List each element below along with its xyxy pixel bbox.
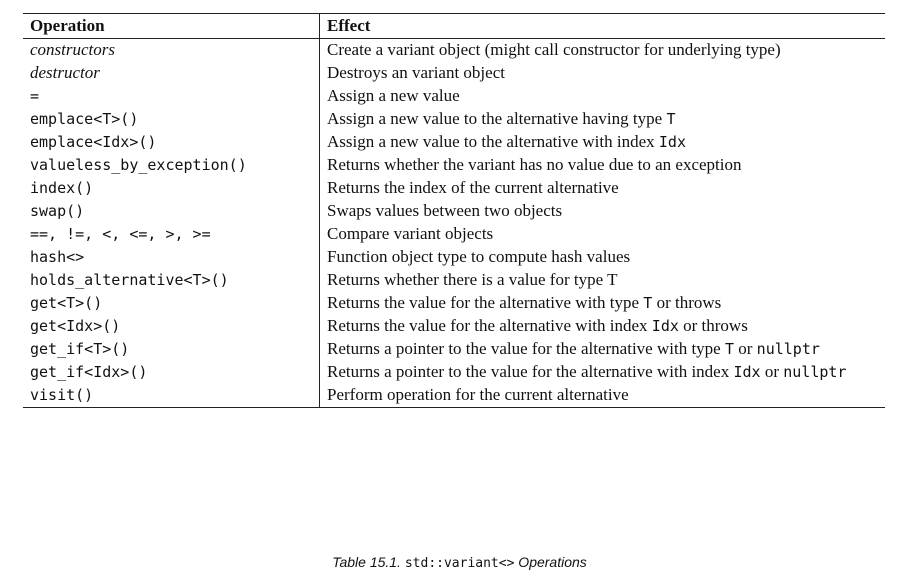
effect-code: Idx (651, 317, 679, 335)
table-header-row: Operation Effect (23, 13, 885, 39)
effect-text: Returns the value for the alternative wi… (327, 316, 652, 335)
table-row: constructors Create a variant object (mig… (23, 38, 886, 63)
effect-cell: Assign a new value to the alternative ha… (320, 108, 886, 131)
caption-code: std::variant<> (404, 556, 515, 571)
caption-suffix: Operations (514, 554, 587, 570)
operation-cell: visit() (23, 384, 320, 408)
effect-text: Returns the index of the current alterna… (327, 178, 619, 197)
effect-cell: Swaps values between two objects (320, 200, 886, 223)
table-row: emplace<T>() Assign a new value to the al… (23, 108, 885, 131)
operation-cell: get<T>() (23, 292, 320, 315)
table-row: valueless_by_exception() Returns whether … (23, 154, 885, 177)
effect-text: Assign a new value to the alternative wi… (327, 132, 659, 151)
operation-cell: swap() (23, 200, 320, 223)
effect-cell: Returns whether the variant has no value… (320, 154, 886, 177)
effect-cell: Returns the value for the alternative wi… (320, 292, 886, 315)
effect-code: Idx (658, 133, 686, 151)
effect-text: Returns the value for the alternative wi… (327, 293, 644, 312)
effect-text: Function object type to compute hash val… (327, 247, 631, 266)
operation-cell: = (23, 85, 320, 108)
effect-text: or throws (678, 316, 748, 335)
effect-text: Assign a new value to the alternative ha… (327, 109, 667, 128)
effect-code: T (666, 110, 676, 128)
operation-cell: hash<> (23, 246, 320, 269)
operation-cell: emplace<Idx>() (23, 131, 320, 154)
effect-code: T (643, 294, 653, 312)
table-row: index() Returns the index of the current … (23, 177, 885, 200)
operation-cell: destructor (23, 62, 320, 85)
effect-text: Create a variant object (might call cons… (327, 40, 781, 59)
table-row: get_if<T>() Returns a pointer to the valu… (23, 338, 885, 361)
effect-code: Idx (733, 363, 761, 381)
effect-text: Returns whether the variant has no value… (327, 155, 742, 174)
effect-cell: Perform operation for the current altern… (320, 384, 886, 408)
table-row: destructor Destroys an variant object (23, 62, 885, 85)
table-row: get<Idx>() Returns the value for the alte… (23, 315, 885, 338)
table-row: ==, !=, <, <=, >, >= Compare variant obje… (23, 223, 885, 246)
table-row: get_if<Idx>() Returns a pointer to the va… (23, 361, 885, 384)
effect-text: Compare variant objects (327, 224, 494, 243)
effect-code: nullptr (756, 340, 820, 358)
effect-text: or throws (652, 293, 722, 312)
header-effect: Effect (327, 16, 371, 35)
effect-text: Destroys an variant object (327, 63, 505, 82)
caption-prefix: Table 15.1. (332, 554, 405, 570)
table-row: get<T>() Returns the value for the altern… (23, 292, 885, 315)
effect-text: or (734, 339, 757, 358)
effect-text: or (760, 362, 784, 381)
operation-cell: constructors (23, 38, 320, 62)
table-row: swap() Swaps values between two objects (23, 200, 885, 223)
effect-text: Assign a new value (327, 86, 460, 105)
table-body: constructors Create a variant object (mig… (23, 38, 886, 408)
effect-cell: Create a variant object (might call cons… (320, 39, 886, 63)
effect-cell: Returns whether there is a value for typ… (320, 269, 886, 292)
operation-cell: holds_alternative<T>() (23, 269, 320, 292)
effect-cell: Function object type to compute hash val… (320, 246, 886, 269)
effect-cell: Returns the value for the alternative wi… (320, 315, 886, 338)
header-operation: Operation (23, 13, 320, 39)
operation-cell: ==, !=, <, <=, >, >= (23, 223, 320, 246)
effect-text: Perform operation for the current altern… (327, 385, 629, 404)
effect-text: Returns whether there is a value for typ… (327, 270, 618, 289)
table-row: = Assign a new value (23, 85, 885, 108)
effect-cell: Returns a pointer to the value for the a… (320, 361, 886, 384)
effect-cell: Assign a new value (320, 85, 886, 108)
operations-table: Operation Effect constructors Create a va… (23, 13, 885, 408)
effect-cell: Assign a new value to the alternative wi… (320, 131, 886, 154)
table-row: holds_alternative<T>() Returns whether th… (23, 269, 885, 292)
operation-cell: valueless_by_exception() (23, 154, 320, 177)
operation-cell: get_if<T>() (23, 338, 320, 361)
operation-cell: get<Idx>() (23, 315, 320, 338)
operation-cell: emplace<T>() (23, 108, 320, 131)
effect-text: Returns a pointer to the value for the a… (327, 339, 725, 358)
operation-cell: index() (23, 177, 320, 200)
effect-code: nullptr (783, 363, 847, 381)
table-row: visit() Perform operation for the current… (23, 384, 885, 408)
operation-cell: get_if<Idx>() (23, 361, 320, 384)
effect-cell: Returns a pointer to the value for the a… (320, 338, 886, 361)
effect-cell: Returns the index of the current alterna… (320, 177, 886, 200)
effect-cell: Destroys an variant object (320, 62, 886, 85)
effect-cell: Compare variant objects (320, 223, 886, 246)
effect-text: Returns a pointer to the value for the a… (327, 362, 734, 381)
effect-code: T (724, 340, 734, 358)
table-caption: Table 15.1. std::variant<> Operations (0, 554, 919, 571)
effect-text: Swaps values between two objects (327, 201, 563, 220)
table-row: hash<> Function object type to compute ha… (23, 246, 885, 269)
table-row: emplace<Idx>() Assign a new value to the … (23, 131, 885, 154)
